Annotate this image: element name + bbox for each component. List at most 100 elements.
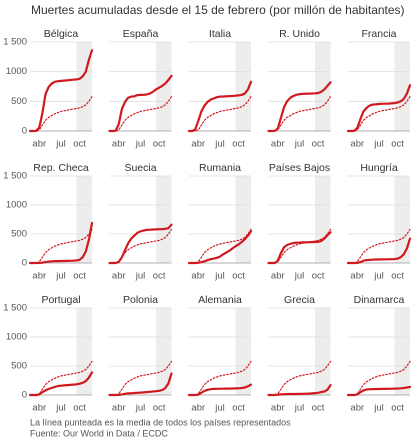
x-tick-label: oct	[232, 139, 245, 150]
x-tick-label: oct	[391, 403, 404, 414]
y-tick-label: 500	[11, 361, 27, 372]
y-tick-label: 1000	[6, 66, 27, 77]
y-tick-label: 1000	[6, 200, 27, 211]
x-tick-label: oct	[391, 139, 404, 150]
y-tick-label: 500	[11, 229, 27, 240]
country-line	[187, 230, 253, 265]
x-tick-label: oct	[153, 139, 166, 150]
chart-title: Muertes acumuladas desde el 15 de febrer…	[31, 3, 405, 17]
x-tick-label: oct	[232, 271, 245, 282]
country-line	[267, 81, 332, 133]
panel-title: Alemania	[198, 294, 242, 306]
x-tick-label: oct	[312, 403, 325, 414]
average-line	[188, 96, 252, 132]
x-tick-label: abr	[112, 271, 126, 282]
panel-title: Francia	[361, 28, 396, 40]
country-line	[346, 237, 412, 265]
x-tick-label: jul	[214, 403, 225, 414]
x-tick-label: abr	[350, 271, 364, 282]
average-line	[188, 360, 252, 396]
shaded-period	[235, 176, 251, 263]
y-tick-label: 1 500	[3, 37, 27, 48]
panel-title: R. Unido	[279, 28, 320, 40]
average-line	[29, 96, 93, 132]
x-tick-label: jul	[214, 139, 225, 150]
shaded-period	[76, 176, 92, 263]
country-line	[108, 74, 173, 133]
x-tick-label: oct	[312, 139, 325, 150]
x-tick-label: abr	[350, 403, 364, 414]
average-line	[108, 360, 173, 396]
x-tick-label: abr	[191, 403, 205, 414]
x-tick-label: abr	[191, 139, 205, 150]
x-tick-label: abr	[271, 139, 285, 150]
shaded-period	[156, 42, 172, 131]
panel-title: Suecia	[124, 162, 156, 174]
x-tick-label: jul	[373, 403, 384, 414]
x-tick-label: abr	[112, 139, 126, 150]
country-line	[346, 84, 412, 133]
panel-title: Portugal	[41, 294, 80, 306]
panel-title: Bélgica	[44, 28, 79, 40]
average-line	[108, 96, 173, 132]
x-tick-label: abr	[112, 403, 126, 414]
x-tick-label: jul	[214, 271, 225, 282]
shaded-period	[394, 176, 410, 263]
average-line	[267, 360, 332, 396]
x-tick-label: abr	[32, 139, 46, 150]
y-tick-label: 500	[11, 96, 27, 107]
average-line	[347, 228, 411, 264]
country-line	[346, 385, 412, 397]
x-tick-label: oct	[153, 271, 166, 282]
panel-title: Polonia	[123, 294, 158, 306]
x-tick-label: jul	[373, 139, 384, 150]
x-tick-label: jul	[55, 139, 66, 150]
y-tick-label: 0	[22, 390, 27, 401]
note: La línea punteada es la media de todos l…	[30, 417, 291, 427]
x-tick-label: abr	[350, 139, 364, 150]
panel-title: España	[123, 28, 159, 40]
shaded-period	[156, 308, 172, 395]
average-line	[188, 228, 252, 264]
x-tick-label: oct	[73, 139, 86, 150]
x-tick-label: abr	[32, 403, 46, 414]
average-line	[29, 228, 93, 264]
shaded-period	[235, 42, 251, 131]
country-line	[187, 383, 253, 397]
x-tick-label: jul	[373, 271, 384, 282]
shaded-period	[315, 308, 331, 395]
x-tick-label: jul	[135, 139, 146, 150]
country-line	[267, 231, 332, 265]
y-tick-label: 1 500	[3, 303, 27, 314]
panel-title: Dinamarca	[354, 294, 405, 306]
country-line	[108, 223, 173, 265]
x-tick-label: jul	[294, 139, 305, 150]
shaded-period	[235, 308, 251, 395]
country-line	[187, 80, 253, 133]
y-tick-label: 1000	[6, 332, 27, 343]
x-tick-label: abr	[271, 403, 285, 414]
note: Fuente: Our World in Data / ECDC	[30, 428, 168, 438]
x-tick-label: jul	[55, 403, 66, 414]
y-tick-label: 0	[22, 126, 27, 137]
country-line	[28, 371, 94, 397]
panel-title: Rumania	[199, 162, 241, 174]
country-line	[28, 221, 94, 265]
x-tick-label: oct	[73, 403, 86, 414]
shaded-period	[156, 176, 172, 263]
shaded-period	[394, 42, 410, 131]
country-line	[108, 372, 173, 397]
x-tick-label: abr	[271, 271, 285, 282]
x-tick-label: oct	[153, 403, 166, 414]
panel-title: Italia	[209, 28, 231, 40]
x-tick-label: oct	[73, 271, 86, 282]
shaded-period	[394, 308, 410, 395]
x-tick-label: jul	[294, 403, 305, 414]
shaded-period	[315, 176, 331, 263]
panel-title: Países Bajos	[269, 162, 330, 174]
shaded-period	[315, 42, 331, 131]
shaded-period	[76, 308, 92, 395]
x-tick-label: oct	[391, 271, 404, 282]
x-tick-label: jul	[135, 403, 146, 414]
